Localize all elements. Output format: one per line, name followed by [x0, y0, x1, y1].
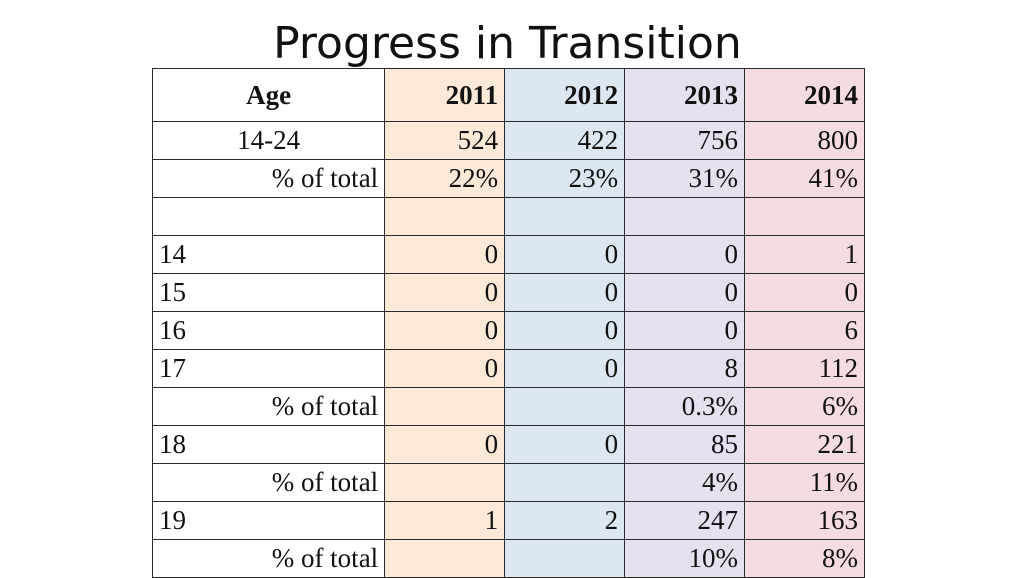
- table-cell: 31%: [624, 159, 745, 198]
- table-cell: 0: [504, 311, 626, 350]
- table-row: % of total 22% 23% 31% 41%: [151, 159, 865, 198]
- table-cell: 0: [624, 235, 745, 274]
- table-header-row: Age 2011 2012 2013 2014: [151, 68, 865, 122]
- table-cell: 0: [384, 273, 506, 312]
- table-cell: 0: [504, 235, 626, 274]
- table-cell: 524: [384, 121, 506, 160]
- table-cell: 10%: [624, 539, 745, 578]
- table-row-empty: [151, 197, 865, 236]
- table-row: 15 0 0 0 0: [151, 273, 865, 312]
- row-age-label: 19: [151, 501, 386, 540]
- table-cell: [384, 539, 506, 578]
- table-row: 18 0 0 85 221: [151, 425, 865, 464]
- header-year-2012: 2012: [504, 68, 626, 122]
- table-cell: 221: [744, 425, 865, 464]
- table-cell: 0: [504, 349, 626, 388]
- table-cell: 22%: [384, 159, 506, 198]
- table-row: 16 0 0 0 6: [151, 311, 865, 350]
- table-cell: 8: [624, 349, 745, 388]
- row-age-label: 17: [151, 349, 386, 388]
- table-row: % of total 0.3% 6%: [151, 387, 865, 426]
- row-age-label: 14: [151, 235, 386, 274]
- table-cell: [384, 387, 506, 426]
- row-age-label: % of total: [151, 539, 386, 578]
- table-cell: [384, 463, 506, 502]
- table-cell: 0: [504, 425, 626, 464]
- table-cell: 800: [744, 121, 865, 160]
- table-cell: 23%: [504, 159, 626, 198]
- table-cell: 2: [504, 501, 626, 540]
- table-cell: 0: [384, 425, 506, 464]
- table-row: 14 0 0 0 1: [151, 235, 865, 274]
- table-cell: [504, 539, 626, 578]
- table-cell: [744, 197, 865, 236]
- table-cell: 85: [624, 425, 745, 464]
- table-cell: 0.3%: [624, 387, 745, 426]
- row-age-label: 16: [151, 311, 386, 350]
- table-cell: 0: [624, 273, 745, 312]
- table-row: % of total 4% 11%: [151, 463, 865, 502]
- table-cell: 422: [504, 121, 626, 160]
- row-age-label: % of total: [151, 387, 386, 426]
- table-cell: 1: [744, 235, 865, 274]
- table-cell: 4%: [624, 463, 745, 502]
- table-row: 14-24 524 422 756 800: [151, 121, 865, 160]
- table-cell: [504, 387, 626, 426]
- table-cell: [384, 197, 506, 236]
- table-cell: 247: [624, 501, 745, 540]
- header-year-2014: 2014: [744, 68, 865, 122]
- table-cell: 8%: [744, 539, 865, 578]
- table-cell: 0: [744, 273, 865, 312]
- header-age: Age: [151, 68, 386, 122]
- table-cell: [504, 463, 626, 502]
- header-year-2013: 2013: [624, 68, 745, 122]
- row-age-label: % of total: [151, 463, 386, 502]
- row-age-label: 18: [151, 425, 386, 464]
- table-cell: [504, 197, 626, 236]
- table-cell: 0: [384, 235, 506, 274]
- table-cell: 11%: [744, 463, 865, 502]
- table-row: % of total 10% 8%: [151, 539, 865, 578]
- table-cell: 0: [384, 349, 506, 388]
- table-row: 17 0 0 8 112: [151, 349, 865, 388]
- header-year-2011: 2011: [384, 68, 506, 122]
- row-age-label: 15: [151, 273, 386, 312]
- table-cell: 163: [744, 501, 865, 540]
- table-cell: 756: [624, 121, 745, 160]
- table-cell: 0: [504, 273, 626, 312]
- table-cell: 6%: [744, 387, 865, 426]
- transition-table: Age 2011 2012 2013 2014 14-24 524 422 75…: [151, 68, 865, 578]
- page-title: Progress in Transition: [273, 18, 742, 69]
- row-age-label: 14-24: [151, 121, 386, 160]
- table-cell: 41%: [744, 159, 865, 198]
- row-age-label: % of total: [151, 159, 386, 198]
- table-cell: 0: [624, 311, 745, 350]
- table-cell: 0: [384, 311, 506, 350]
- table-row: 19 1 2 247 163: [151, 501, 865, 540]
- row-age-label: [151, 197, 386, 236]
- table-cell: [624, 197, 745, 236]
- table-cell: 112: [744, 349, 865, 388]
- table-cell: 6: [744, 311, 865, 350]
- table-cell: 1: [384, 501, 506, 540]
